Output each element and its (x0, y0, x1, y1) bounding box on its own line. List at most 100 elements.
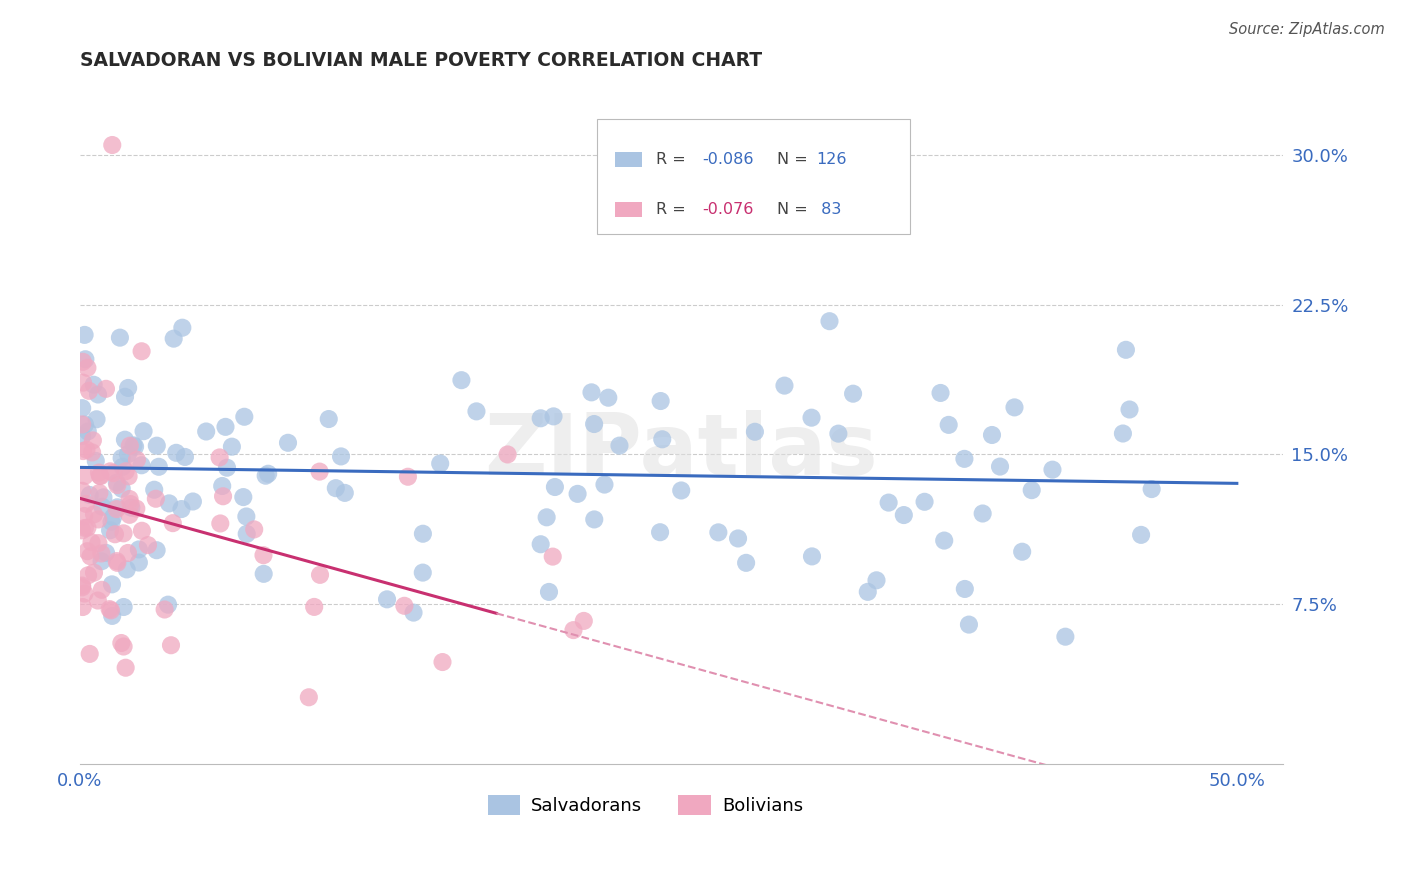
Point (114, 433, 136, 447)
Point (598, 391, 620, 405)
Point (120, 497, 142, 511)
Point (93, 491, 115, 505)
Point (76, 544, 98, 558)
Text: N =: N = (776, 202, 813, 217)
Point (212, 489, 235, 503)
Point (1140, 482, 1163, 496)
Point (165, 446, 187, 460)
Point (914, 495, 936, 509)
Point (117, 469, 139, 483)
Point (84, 454, 107, 468)
Point (145, 491, 167, 506)
Point (136, 538, 159, 552)
Point (375, 592, 398, 607)
Point (1118, 402, 1140, 417)
Point (541, 549, 564, 564)
Point (117, 381, 139, 395)
Point (82, 445, 104, 459)
Point (87, 536, 110, 550)
Text: -0.076: -0.076 (702, 202, 754, 217)
Point (318, 412, 340, 426)
Point (76, 425, 98, 439)
Point (1011, 545, 1033, 559)
Point (800, 410, 823, 425)
Point (111, 451, 134, 466)
Point (277, 435, 299, 450)
Point (100, 515, 122, 529)
Point (76, 442, 98, 457)
Point (330, 450, 353, 464)
Text: 126: 126 (817, 152, 846, 167)
Point (934, 533, 956, 548)
Point (195, 425, 218, 439)
Point (70, 417, 93, 432)
Point (87, 466, 110, 480)
Point (325, 481, 347, 495)
Point (101, 577, 124, 591)
Point (104, 527, 127, 541)
Legend: Salvadorans, Bolivians: Salvadorans, Bolivians (481, 788, 810, 822)
Point (235, 526, 257, 541)
Text: R =: R = (657, 202, 692, 217)
Point (70, 580, 93, 594)
Point (208, 450, 231, 465)
Point (530, 411, 553, 425)
Point (160, 638, 183, 652)
Point (115, 562, 138, 576)
Point (83, 508, 105, 522)
Point (91, 500, 114, 514)
Point (82, 434, 104, 448)
Point (89, 486, 111, 500)
Point (583, 512, 606, 526)
Point (105, 478, 128, 492)
Point (651, 432, 673, 446)
Point (153, 602, 176, 616)
Point (146, 439, 169, 453)
Point (1130, 528, 1153, 542)
Point (70, 524, 93, 538)
Point (1021, 483, 1043, 498)
Point (929, 386, 952, 401)
Point (170, 502, 193, 516)
Point (125, 501, 148, 516)
Text: SALVADORAN VS BOLIVIAN MALE POVERTY CORRELATION CHART: SALVADORAN VS BOLIVIAN MALE POVERTY CORR… (80, 51, 762, 70)
Point (131, 524, 153, 538)
Point (77, 384, 100, 398)
Point (131, 344, 153, 359)
Point (801, 549, 824, 564)
Point (83, 377, 105, 392)
Point (157, 496, 180, 510)
FancyBboxPatch shape (616, 152, 641, 167)
Point (79, 549, 101, 564)
Point (114, 661, 136, 675)
Point (72, 355, 94, 369)
Point (94, 382, 117, 396)
Point (429, 457, 451, 471)
Point (75, 497, 97, 511)
Point (75, 352, 97, 367)
Text: ZIPatlas: ZIPatlas (485, 410, 879, 493)
Point (122, 438, 145, 452)
Point (609, 439, 631, 453)
Point (87, 387, 110, 401)
Point (744, 425, 766, 439)
Point (333, 486, 356, 500)
Point (105, 500, 128, 515)
Point (396, 469, 419, 483)
Point (432, 655, 454, 669)
Point (893, 508, 915, 522)
Point (73, 327, 96, 342)
Point (648, 525, 671, 540)
Point (232, 490, 254, 504)
Point (877, 495, 900, 509)
Point (842, 386, 865, 401)
Point (827, 426, 849, 441)
Point (145, 543, 167, 558)
Point (132, 424, 155, 438)
Point (105, 502, 128, 516)
Point (110, 636, 132, 650)
Point (98, 464, 121, 478)
Point (865, 574, 887, 588)
Point (309, 567, 332, 582)
Point (650, 394, 672, 409)
